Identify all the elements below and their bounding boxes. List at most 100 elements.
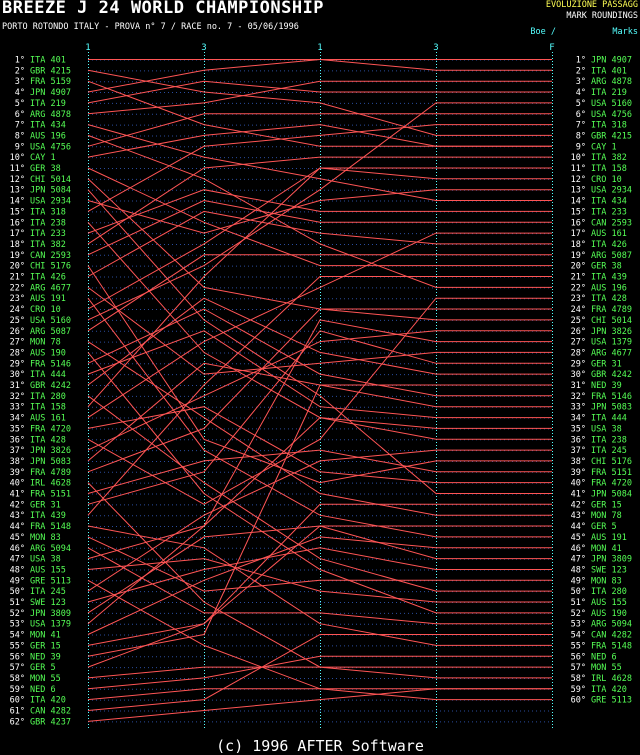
right-rank-label: 41° <box>571 490 586 500</box>
right-boat-label: FRA 5151 <box>591 468 632 478</box>
left-rank-label: 3° <box>15 77 25 87</box>
left-boat-label: ITA 434 <box>30 121 66 131</box>
left-rank-label: 14° <box>10 197 25 207</box>
right-rank-label: 60° <box>571 696 586 706</box>
right-boat-label: JPN 5083 <box>591 403 632 413</box>
left-rank-label: 59° <box>10 685 25 695</box>
left-rank-label: 7° <box>15 121 25 131</box>
left-rank-label: 8° <box>15 131 25 141</box>
left-rank-label: 33° <box>10 403 25 413</box>
right-boat-label: GER 5 <box>591 522 617 532</box>
boat-track <box>87 124 552 212</box>
boat-track <box>87 536 552 592</box>
right-boat-label: NED 6 <box>591 652 617 662</box>
left-boat-label: ITA 401 <box>30 56 66 66</box>
right-rank-label: 26° <box>571 327 586 337</box>
right-rank-label: 17° <box>571 229 586 239</box>
right-rank-label: 2° <box>576 66 586 76</box>
boat-track <box>87 189 552 234</box>
boat-track <box>87 330 552 451</box>
right-rank-label: 4° <box>576 88 586 98</box>
left-rank-label: 42° <box>10 500 25 510</box>
right-rank-label: 56° <box>571 652 586 662</box>
right-boat-label: CAN 2593 <box>591 218 632 228</box>
right-boat-label: MON 41 <box>591 544 622 554</box>
right-boat-label: IRL 4628 <box>591 674 632 684</box>
left-rank-label: 46° <box>10 544 25 554</box>
right-rank-label: 33° <box>571 403 586 413</box>
left-rank-label: 1° <box>15 56 25 66</box>
right-boat-label: JPN 3809 <box>591 555 632 565</box>
right-boat-label: JPN 5084 <box>591 490 632 500</box>
right-rank-label: 23° <box>571 294 586 304</box>
left-rank-label: 4° <box>15 88 25 98</box>
right-boat-label: ITA 318 <box>591 121 627 131</box>
boat-track <box>87 276 552 516</box>
boat-track <box>87 113 552 147</box>
right-rank-label: 59° <box>571 685 586 695</box>
right-boat-label: CHI 5014 <box>591 316 632 326</box>
boat-track <box>87 232 552 419</box>
boat-track <box>87 265 552 484</box>
right-boat-label: USA 38 <box>591 424 622 434</box>
left-rank-label: 34° <box>10 414 25 424</box>
right-boat-label: ARG 5087 <box>591 251 632 261</box>
chart-title: BREEZE J 24 WORLD CHAMPIONSHIP <box>2 0 325 18</box>
boat-track <box>87 297 552 538</box>
right-rank-label: 34° <box>571 414 586 424</box>
left-boat-label: CAN 2593 <box>30 251 71 261</box>
boat-track <box>87 254 552 332</box>
left-rank-label: 49° <box>10 576 25 586</box>
left-boat-label: GER 5 <box>30 663 56 673</box>
right-boat-label: MON 78 <box>591 511 622 521</box>
left-boat-label: ITA 158 <box>30 403 66 413</box>
left-boat-label: ITA 245 <box>30 587 66 597</box>
left-boat-label: MON 55 <box>30 674 61 684</box>
left-boat-label: GER 31 <box>30 500 61 510</box>
boat-track <box>87 69 552 136</box>
left-boat-label: GRE 5113 <box>30 576 71 586</box>
right-rank-label: 14° <box>571 197 586 207</box>
left-boat-label: MON 83 <box>30 533 61 543</box>
boat-track <box>87 80 552 104</box>
left-boat-label: FRA 5159 <box>30 77 71 87</box>
left-rank-label: 38° <box>10 457 25 467</box>
right-rank-label: 48° <box>571 565 586 575</box>
right-rank-label: 1° <box>576 56 586 66</box>
right-rank-label: 51° <box>571 598 586 608</box>
right-rank-label: 29° <box>571 359 586 369</box>
left-boat-label: ITA 318 <box>30 207 66 217</box>
boat-track <box>87 503 552 646</box>
left-rank-label: 19° <box>10 251 25 261</box>
copyright-footer: (c) 1996 AFTER Software <box>216 737 424 755</box>
right-rank-label: 46° <box>571 544 586 554</box>
left-boat-label: ITA 238 <box>30 218 66 228</box>
left-boat-label: AUS 190 <box>30 348 66 358</box>
boat-track <box>87 124 552 201</box>
right-boat-label: ITA 420 <box>591 685 627 695</box>
right-rank-label: 16° <box>571 218 586 228</box>
right-boat-label: AUS 190 <box>591 609 627 619</box>
boat-track <box>87 167 552 408</box>
race-subtitle: PORTO ROTONDO ITALY - PROVA n° 7 / RACE … <box>2 22 299 32</box>
boat-track <box>87 199 552 256</box>
right-rank-label: 28° <box>571 348 586 358</box>
right-rank-label: 57° <box>571 663 586 673</box>
boat-track <box>87 417 552 560</box>
right-rank-label: 47° <box>571 555 586 565</box>
left-rank-label: 26° <box>10 327 25 337</box>
right-rank-label: 18° <box>571 240 586 250</box>
left-boat-label: ITA 280 <box>30 392 66 402</box>
right-rank-label: 20° <box>571 262 586 272</box>
right-boat-label: GBR 4242 <box>591 370 632 380</box>
left-boat-label: ITA 219 <box>30 99 66 109</box>
right-boat-label: ARG 4878 <box>591 77 632 87</box>
right-boat-label: ITA 426 <box>591 240 627 250</box>
left-rank-label: 29° <box>10 359 25 369</box>
right-boat-label: ITA 158 <box>591 164 627 174</box>
left-rank-label: 21° <box>10 273 25 283</box>
right-rank-label: 24° <box>571 305 586 315</box>
left-rank-label: 37° <box>10 446 25 456</box>
boat-track <box>87 666 552 679</box>
boat-track <box>87 547 552 603</box>
